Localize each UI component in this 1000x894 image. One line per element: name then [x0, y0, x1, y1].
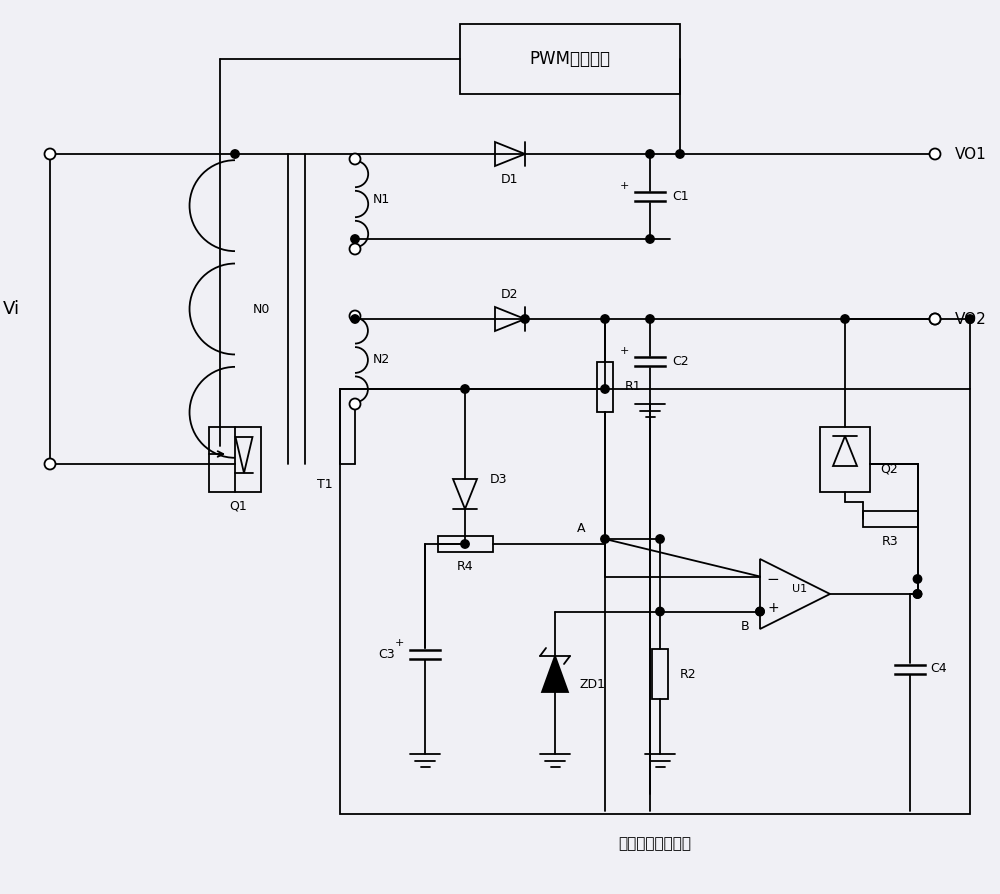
- Bar: [438, 536, 492, 552]
- Circle shape: [521, 315, 529, 324]
- Text: −: −: [767, 572, 779, 587]
- Text: Q1: Q1: [229, 499, 247, 512]
- Circle shape: [841, 315, 849, 324]
- Text: A: A: [576, 522, 585, 536]
- Circle shape: [461, 384, 469, 393]
- Circle shape: [646, 315, 654, 324]
- Text: C2: C2: [672, 355, 689, 368]
- Circle shape: [756, 607, 764, 616]
- Circle shape: [351, 235, 359, 243]
- Text: +: +: [394, 638, 404, 648]
- Text: R3: R3: [882, 535, 898, 547]
- Circle shape: [913, 590, 922, 598]
- Text: VO1: VO1: [955, 147, 987, 162]
- Circle shape: [351, 315, 359, 324]
- Text: R4: R4: [457, 560, 473, 572]
- Bar: [460, 24, 680, 94]
- Circle shape: [646, 235, 654, 243]
- Bar: [597, 361, 613, 411]
- Text: VO2: VO2: [955, 311, 987, 326]
- Circle shape: [601, 315, 609, 324]
- Circle shape: [646, 150, 654, 158]
- Circle shape: [350, 310, 360, 322]
- Text: +: +: [619, 345, 629, 356]
- Circle shape: [461, 540, 469, 548]
- Text: R2: R2: [680, 668, 697, 680]
- Text: ZD1: ZD1: [580, 678, 606, 690]
- Polygon shape: [542, 656, 568, 692]
- Text: D3: D3: [490, 473, 508, 485]
- Circle shape: [231, 150, 239, 158]
- Circle shape: [930, 314, 940, 325]
- Text: N2: N2: [373, 352, 390, 366]
- Text: PWM控制电路: PWM控制电路: [530, 50, 610, 68]
- Text: U1: U1: [792, 584, 808, 594]
- Text: 输出短路保护电路: 输出短路保护电路: [618, 837, 692, 851]
- Circle shape: [44, 459, 56, 469]
- Circle shape: [350, 399, 360, 409]
- Text: D1: D1: [501, 173, 519, 185]
- Text: B: B: [741, 620, 749, 633]
- Bar: [862, 511, 918, 527]
- Circle shape: [756, 607, 764, 616]
- Bar: [652, 649, 668, 699]
- Text: C3: C3: [378, 647, 395, 661]
- Text: D2: D2: [501, 288, 519, 300]
- Circle shape: [913, 575, 922, 583]
- Circle shape: [966, 315, 974, 324]
- Text: Q2: Q2: [880, 462, 898, 476]
- Bar: [820, 426, 870, 492]
- Circle shape: [930, 314, 940, 325]
- Circle shape: [601, 384, 609, 393]
- Text: +: +: [619, 181, 629, 190]
- Circle shape: [913, 590, 922, 598]
- Circle shape: [656, 607, 664, 616]
- Text: N1: N1: [373, 192, 390, 206]
- Circle shape: [656, 535, 664, 544]
- Circle shape: [350, 243, 360, 255]
- Bar: [340, 389, 970, 814]
- Text: +: +: [767, 601, 779, 615]
- Circle shape: [930, 148, 940, 159]
- Text: C4: C4: [930, 662, 947, 676]
- Text: C1: C1: [672, 190, 689, 203]
- Circle shape: [676, 150, 684, 158]
- Bar: [209, 426, 261, 492]
- Text: N0: N0: [253, 302, 270, 316]
- Circle shape: [601, 535, 609, 544]
- Circle shape: [350, 154, 360, 164]
- Text: Vi: Vi: [3, 300, 20, 318]
- Text: R1: R1: [625, 380, 642, 393]
- Circle shape: [44, 148, 56, 159]
- Text: T1: T1: [317, 477, 333, 491]
